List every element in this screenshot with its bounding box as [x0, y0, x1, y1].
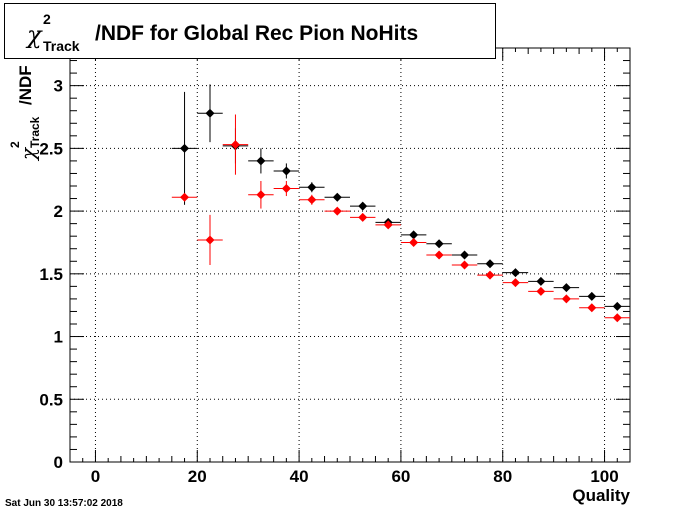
red-data-point — [553, 294, 580, 304]
axis-tick-labels: 0 20 40 60 80 100 0 0.5 1 1.5 2 2.5 3 — [39, 77, 618, 486]
y-axis-label-text: /NDF — [16, 65, 35, 105]
diamond-marker — [205, 235, 215, 245]
chart-title: χ 2 Track /NDF for Global Rec Pion NoHit… — [4, 3, 496, 59]
black-data-point — [273, 163, 300, 179]
diamond-marker — [332, 206, 342, 216]
diamond-marker — [358, 201, 368, 211]
red-data-point — [502, 278, 529, 288]
grid-lines — [70, 48, 630, 462]
black-data-point — [197, 84, 223, 143]
diamond-marker — [510, 268, 520, 278]
y-tick-label: 2.5 — [39, 139, 63, 158]
black-data-point — [350, 201, 376, 211]
title-chi-symbol: χ — [27, 21, 42, 49]
red-data-point — [400, 237, 427, 247]
diamond-marker — [205, 108, 215, 118]
black-data-point — [299, 182, 325, 193]
red-data-point — [426, 250, 452, 260]
red-data-point — [299, 194, 325, 205]
red-data-point — [477, 270, 503, 280]
black-data-point — [502, 268, 529, 278]
y-axis-superscript: 2 — [8, 141, 22, 148]
x-tick-label: 100 — [590, 467, 618, 486]
red-data-point — [451, 260, 478, 270]
black-data-point — [477, 259, 503, 269]
red-data-point — [273, 180, 300, 197]
diamond-marker — [409, 237, 419, 247]
red-data-point — [350, 212, 376, 222]
timestamp: Sat Jun 30 13:57:02 2018 — [5, 498, 123, 509]
black-data-point — [553, 283, 580, 293]
y-tick-label: 1 — [54, 328, 63, 347]
red-data-point — [528, 286, 554, 296]
x-tick-label: 0 — [91, 467, 100, 486]
diamond-marker — [587, 291, 597, 301]
y-tick-label: 1.5 — [39, 265, 63, 284]
red-data-point — [248, 180, 274, 209]
y-tick-label: 0.5 — [39, 390, 63, 409]
diamond-marker — [230, 140, 240, 150]
diamond-marker — [510, 278, 520, 288]
black-data-point — [426, 239, 452, 249]
data-markers — [171, 84, 630, 323]
diamond-marker — [434, 239, 444, 249]
diamond-marker — [180, 143, 190, 153]
diamond-marker — [536, 276, 546, 286]
title-subscript: Track — [43, 38, 80, 54]
x-tick-label: 80 — [493, 467, 512, 486]
x-tick-label: 20 — [188, 467, 207, 486]
red-data-point — [171, 192, 198, 202]
y-tick-label: 3 — [54, 77, 63, 96]
y-tick-label: 2 — [54, 202, 63, 221]
plot-frame — [69, 47, 631, 463]
diamond-marker — [460, 250, 470, 260]
diamond-marker — [587, 303, 597, 313]
x-tick-label: 40 — [290, 467, 309, 486]
black-data-point — [324, 192, 350, 202]
black-data-point — [400, 230, 427, 240]
diamond-marker — [281, 166, 291, 176]
diamond-marker — [561, 283, 571, 293]
diamond-marker — [256, 190, 266, 200]
diamond-marker — [383, 220, 393, 230]
diamond-marker — [281, 184, 291, 194]
black-data-point — [604, 301, 630, 311]
red-data-point — [222, 114, 249, 175]
diamond-marker — [256, 156, 266, 166]
diamond-marker — [307, 195, 317, 205]
red-data-point — [324, 206, 350, 216]
title-superscript: 2 — [43, 11, 51, 27]
axis-ticks — [69, 47, 631, 463]
diamond-marker — [561, 294, 571, 304]
diamond-marker — [307, 182, 317, 192]
diamond-marker — [409, 230, 419, 240]
diamond-marker — [612, 313, 622, 323]
diamond-marker — [460, 260, 470, 270]
diamond-marker — [358, 212, 368, 222]
diamond-marker — [536, 286, 546, 296]
diamond-marker — [180, 192, 190, 202]
black-data-point — [451, 250, 478, 260]
y-tick-label: 0 — [54, 453, 63, 472]
y-axis-chi-symbol: χ — [16, 147, 40, 160]
red-data-point — [604, 313, 630, 323]
y-axis-label: χ 2 Track /NDF — [6, 45, 42, 160]
red-data-point — [375, 220, 401, 230]
black-data-point — [579, 291, 605, 301]
y-axis-subscript: Track — [28, 116, 42, 148]
black-data-point — [171, 91, 198, 205]
diamond-marker — [612, 301, 622, 311]
x-axis-label: Quality — [572, 486, 630, 505]
diamond-marker — [485, 259, 495, 269]
diamond-marker — [485, 270, 495, 280]
red-data-point — [197, 214, 223, 266]
black-data-point — [528, 276, 554, 286]
x-tick-label: 60 — [391, 467, 410, 486]
title-text: /NDF for Global Rec Pion NoHits — [95, 22, 419, 45]
red-data-point — [579, 303, 605, 313]
diamond-marker — [434, 250, 444, 260]
black-data-point — [248, 148, 274, 174]
diamond-marker — [332, 192, 342, 202]
